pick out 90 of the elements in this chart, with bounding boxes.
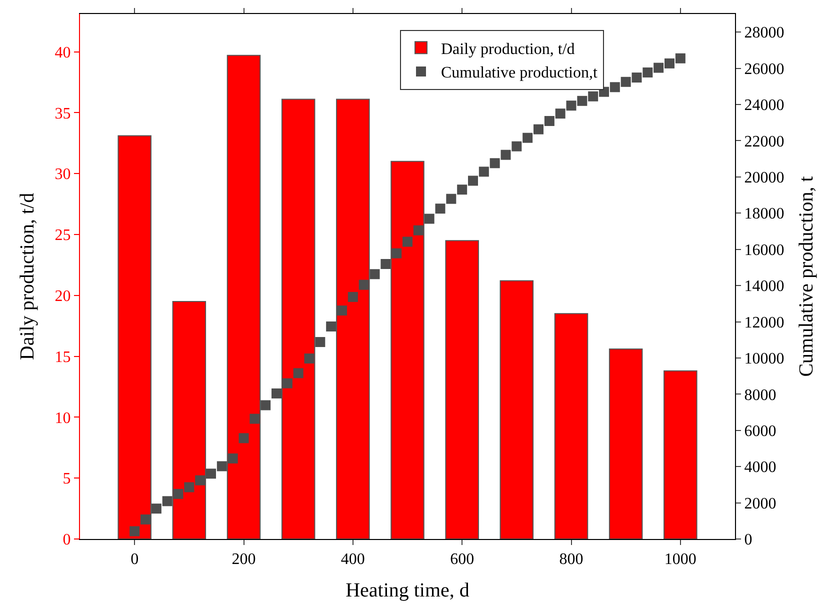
- point: [577, 96, 588, 106]
- point: [413, 225, 424, 236]
- point: [534, 124, 544, 134]
- point: [195, 475, 206, 486]
- point: [500, 150, 511, 160]
- point: [478, 166, 489, 177]
- point: [457, 184, 468, 195]
- y2-tick-label: 14000: [744, 278, 784, 296]
- y-tick-label: 5: [62, 470, 71, 488]
- y2-tick-label: 4000: [744, 459, 776, 476]
- legend-label: Cumulative production,t: [441, 64, 598, 82]
- point: [435, 204, 446, 214]
- point: [216, 461, 227, 472]
- point: [620, 76, 631, 87]
- y-tick-label: 25: [54, 227, 71, 244]
- x-axis-title: Heating time, d: [346, 580, 470, 602]
- y2-tick-label: 22000: [744, 133, 784, 150]
- y2-tick-label: 8000: [744, 386, 776, 404]
- point: [588, 91, 598, 102]
- y2-tick-label: 26000: [744, 60, 784, 78]
- y2-tick-label: 20000: [744, 170, 784, 187]
- point: [490, 158, 500, 168]
- y2-tick-label: 10000: [744, 350, 784, 368]
- point: [173, 488, 184, 499]
- y2-tick-label: 2000: [744, 495, 776, 512]
- y2-tick-label: 12000: [744, 314, 784, 332]
- point: [337, 306, 347, 316]
- point: [272, 388, 282, 398]
- point: [392, 248, 402, 258]
- point: [424, 214, 434, 224]
- x-tick-label: 600: [450, 551, 474, 568]
- point: [250, 414, 260, 424]
- point: [348, 292, 358, 302]
- point: [140, 514, 150, 524]
- y-tick-label: 30: [54, 166, 71, 184]
- bar: [500, 280, 534, 539]
- point: [402, 236, 412, 247]
- point: [282, 378, 292, 388]
- y-tick-label: 10: [54, 410, 71, 427]
- y2-tick-label: 6000: [744, 422, 776, 440]
- y-tick-label: 40: [54, 44, 71, 62]
- y-tick-label: 35: [54, 105, 71, 122]
- point: [358, 280, 369, 290]
- y-axis-title: Daily production, t/d: [16, 192, 38, 360]
- bar: [608, 348, 643, 539]
- bar: [445, 240, 479, 539]
- point: [293, 368, 304, 378]
- bar: [554, 313, 588, 539]
- point: [512, 141, 522, 152]
- y2-tick-label: 24000: [744, 97, 784, 114]
- point: [566, 100, 576, 111]
- x-tick-label: 400: [340, 551, 365, 568]
- y2-tick-label: 18000: [744, 206, 784, 223]
- x-tick-label: 0: [130, 551, 139, 568]
- point: [315, 337, 326, 348]
- point: [468, 176, 478, 186]
- point: [228, 453, 238, 464]
- point: [380, 259, 391, 270]
- y-tick-label: 20: [54, 288, 71, 305]
- point: [654, 62, 664, 73]
- y2-tick-label: 0: [744, 532, 752, 549]
- point: [162, 496, 172, 506]
- point: [151, 504, 162, 514]
- point: [664, 58, 674, 68]
- bar: [664, 370, 698, 539]
- point: [238, 433, 249, 444]
- y2-tick-label: 28000: [744, 24, 784, 42]
- y-tick-label: 0: [62, 532, 71, 549]
- y2-axis-title: Cumulative production, t: [796, 176, 818, 377]
- point: [326, 321, 336, 332]
- point: [555, 108, 566, 119]
- point: [446, 194, 456, 204]
- point: [642, 67, 653, 78]
- x-tick-label: 200: [232, 551, 256, 568]
- point: [206, 468, 216, 479]
- y-tick-label: 15: [54, 348, 71, 366]
- point: [304, 354, 314, 364]
- point: [522, 132, 533, 143]
- y2-tick-label: 16000: [744, 242, 784, 259]
- point: [370, 269, 380, 280]
- point: [260, 400, 271, 410]
- point: [675, 53, 686, 64]
- point: [130, 526, 140, 536]
- point: [610, 82, 620, 92]
- x-tick-label: 800: [559, 551, 584, 568]
- point: [632, 72, 642, 83]
- point: [544, 116, 554, 126]
- point: [184, 482, 194, 492]
- x-tick-label: 1000: [664, 551, 696, 568]
- legend-label: Daily production, t/d: [441, 40, 575, 58]
